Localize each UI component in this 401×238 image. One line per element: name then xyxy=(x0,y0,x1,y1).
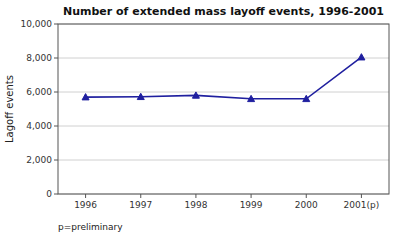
title: Number of extended mass layoff events, 1… xyxy=(63,5,384,18)
line xyxy=(86,57,362,99)
x-tick xyxy=(306,194,307,198)
marker xyxy=(192,92,199,98)
y-tick xyxy=(54,92,58,93)
plot-frame xyxy=(58,24,389,194)
x-tick xyxy=(361,194,362,198)
grid-line xyxy=(58,92,389,93)
y-axis: 0 2,000 4,000 6,000 8,000 10,000 xyxy=(21,19,390,199)
x-tick-label: 2001(p) xyxy=(344,200,380,210)
y-tick-label: 8,000 xyxy=(26,53,52,63)
chart-container: 02,0004,0006,0008,00010,0001996199719981… xyxy=(0,0,401,238)
x-tick-label: 2000 xyxy=(295,200,318,210)
x-tick xyxy=(85,194,86,198)
x-tick xyxy=(251,194,252,198)
marker xyxy=(358,54,365,60)
grid-line xyxy=(58,126,389,127)
marker xyxy=(248,95,255,101)
y-tick-label: 10,000 xyxy=(21,19,53,29)
y-tick xyxy=(54,58,58,59)
x-tick-label: 1996 xyxy=(74,200,97,210)
y-tick xyxy=(54,126,58,127)
x-tick-label: 1997 xyxy=(129,200,152,210)
marker xyxy=(303,95,310,101)
x-tick xyxy=(140,194,141,198)
y-tick-label: 6,000 xyxy=(26,87,52,97)
series xyxy=(82,54,365,102)
chart-svg: 02,0004,0006,0008,00010,0001996199719981… xyxy=(0,0,401,238)
grid-line xyxy=(58,160,389,161)
y-axis-label: Lagoff events xyxy=(4,75,15,143)
annotation: p=preliminary xyxy=(58,222,123,232)
y-tick-label: 0 xyxy=(46,189,52,199)
y-tick xyxy=(54,24,58,25)
y-tick-label: 4,000 xyxy=(26,121,52,131)
y-tick xyxy=(54,160,58,161)
marker xyxy=(137,93,144,99)
y-tick xyxy=(54,194,58,195)
marker xyxy=(82,94,89,100)
grid-line xyxy=(58,58,389,59)
x-tick-label: 1999 xyxy=(240,200,263,210)
x-axis: 1996 1997 1998 1999 2000 2001(p) xyxy=(74,194,379,210)
y-tick-label: 2,000 xyxy=(26,155,52,165)
x-tick xyxy=(195,194,196,198)
x-tick-label: 1998 xyxy=(184,200,207,210)
